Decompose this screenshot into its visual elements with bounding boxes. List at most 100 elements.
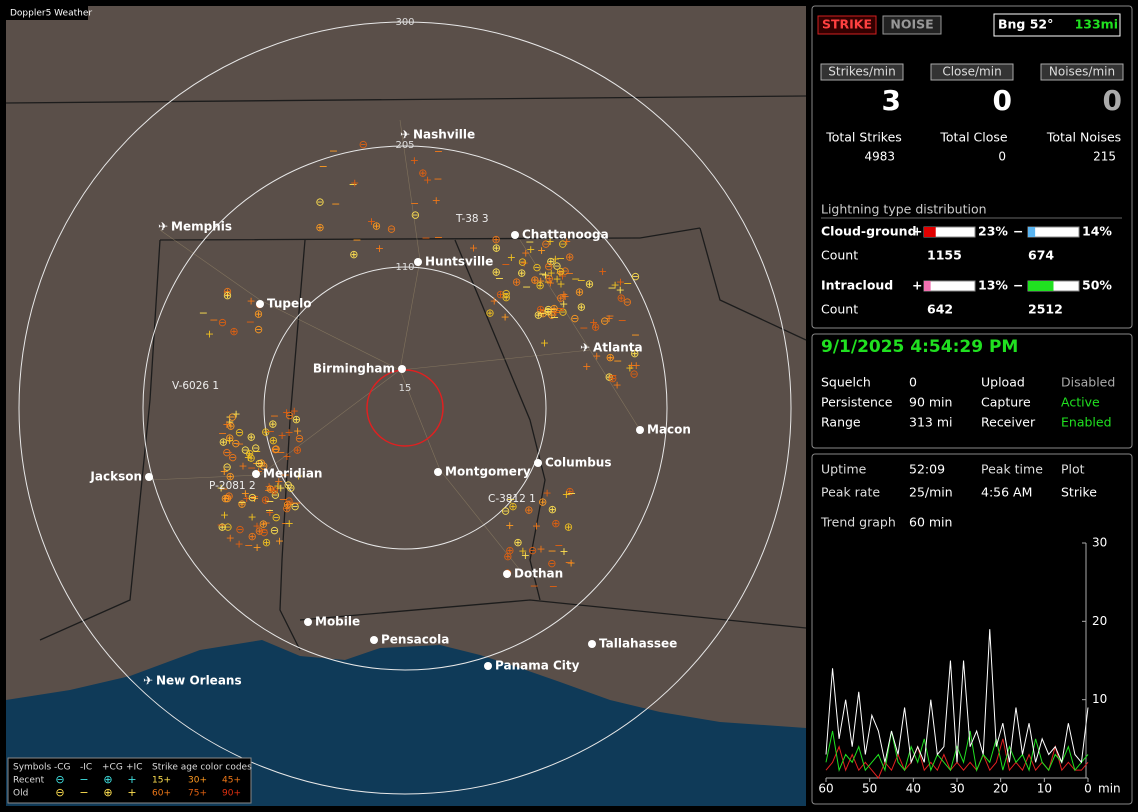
strike-symbol: ⊕ — [502, 291, 511, 304]
strike-symbol: − — [244, 539, 253, 552]
rate-button[interactable] — [820, 63, 904, 81]
station-label: P-2081 2 — [209, 480, 256, 492]
strike-symbol: ⊖ — [623, 295, 632, 308]
strike-symbol: ⊕ — [293, 444, 302, 457]
city-label: Nashville — [413, 128, 475, 142]
strike-symbol: − — [250, 490, 259, 503]
x-unit: min — [1098, 782, 1121, 796]
strike-symbol: + — [222, 418, 231, 431]
strike-symbol: + — [604, 312, 613, 325]
strike-symbol: ⊖ — [272, 511, 281, 524]
strike-symbol: ⊖ — [547, 557, 556, 570]
city-label: Chattanooga — [522, 228, 609, 242]
x-tick-label: 30 — [949, 782, 964, 796]
strike-symbol: − — [262, 517, 271, 530]
strike-symbol: − — [433, 173, 442, 186]
strike-symbol: ⊕ — [223, 285, 232, 298]
noise-button[interactable] — [882, 15, 942, 35]
range-label: 15 — [399, 383, 412, 394]
legend-age: 30+ — [188, 776, 207, 786]
stat-value: 52:09 — [909, 462, 945, 477]
strike-symbol: − — [279, 493, 288, 506]
airport-icon: ✈ — [158, 220, 168, 234]
strike-symbol: + — [469, 241, 478, 254]
rate-button[interactable] — [930, 63, 1014, 81]
strike-symbol: ⊕ — [492, 242, 501, 255]
city-label: Birmingham — [313, 362, 395, 376]
strike-symbol: + — [242, 492, 251, 505]
total-label: Total Close — [939, 130, 1008, 145]
strike-symbol: + — [560, 290, 569, 303]
strike-symbol: ⊕ — [543, 305, 552, 318]
bearing: Bng 52° — [998, 17, 1053, 32]
strike-symbol: ⊖ — [235, 426, 244, 439]
strike-symbol: + — [225, 415, 234, 428]
percent: 13% — [978, 278, 1008, 293]
strike-symbol: + — [293, 424, 302, 437]
strike-symbol: ⊕ — [349, 248, 358, 261]
strike-symbol: − — [247, 461, 256, 474]
y-tick-label: 30 — [1092, 536, 1107, 550]
strike-symbol: + — [627, 359, 636, 372]
strike-symbol: ⊖ — [218, 316, 227, 329]
count: 2512 — [1028, 302, 1063, 317]
legend-type: +IC — [126, 763, 142, 773]
legend-row: Recent — [13, 776, 45, 786]
strike-symbol: + — [506, 493, 515, 506]
strike-symbol: − — [554, 539, 563, 552]
strike-symbol: − — [421, 231, 430, 244]
city-label: Pensacola — [381, 633, 449, 647]
mode-button: STRIKE — [822, 17, 872, 32]
city-dot — [304, 618, 312, 626]
distribution-title: Lightning type distribution — [821, 202, 987, 217]
strike-symbol: ⊖ — [251, 442, 260, 455]
legend-symbol: ⊖ — [55, 773, 64, 786]
legend-label: Strike age color codes — [152, 763, 252, 773]
city-label: Montgomery — [445, 465, 531, 479]
strike-symbol: ⊖ — [295, 432, 304, 445]
strike-symbol: ⊖ — [228, 410, 237, 423]
stat-label: Trend graph — [820, 515, 896, 530]
rate-button[interactable] — [1040, 63, 1124, 81]
strike-symbol: + — [552, 272, 561, 285]
strike-symbol: + — [432, 194, 441, 207]
city-label: Tallahassee — [599, 637, 677, 651]
strike-symbol: + — [253, 541, 262, 554]
strike-symbol: ⊕ — [229, 325, 238, 338]
legend-type: -IC — [80, 763, 92, 773]
strike-symbol: − — [218, 427, 227, 440]
strike-symbol: + — [559, 298, 568, 311]
setting: 0 — [909, 375, 917, 390]
strike-symbol: − — [199, 307, 208, 320]
count: 642 — [927, 302, 953, 317]
station-label: T-38 3 — [455, 213, 489, 225]
strike-symbol: ⊕ — [513, 536, 522, 549]
stat-value: 60 min — [909, 515, 952, 530]
strike-symbol: + — [238, 460, 247, 473]
strike-symbol: ⊕ — [225, 489, 234, 502]
strike-symbol: + — [282, 406, 291, 419]
strike-symbol: − — [252, 457, 261, 470]
strike-button[interactable] — [817, 15, 877, 35]
city-label: Macon — [647, 423, 691, 437]
legend-type: +CG — [102, 763, 123, 773]
strike-symbol: ⊕ — [606, 351, 615, 364]
count: 674 — [1028, 248, 1054, 263]
strike-symbol: ⊖ — [558, 306, 567, 319]
status-panel — [811, 5, 1133, 329]
strike-symbol: + — [276, 481, 285, 494]
strike-symbol: + — [375, 242, 384, 255]
type-name: Cloud-ground — [821, 224, 917, 239]
setting: Disabled — [1061, 375, 1115, 390]
strike-symbol: + — [562, 235, 571, 248]
distance: 133mi — [1075, 17, 1118, 32]
strike-symbol: − — [538, 267, 547, 280]
strike-symbol: ⊖ — [600, 315, 609, 328]
strike-symbol: ⊕ — [505, 544, 514, 557]
airport-icon: ✈ — [580, 341, 590, 355]
strike-symbol: ⊕ — [538, 496, 547, 509]
strike-symbol: ⊕ — [261, 494, 270, 507]
setting: Upload — [981, 375, 1025, 390]
total-value: 4983 — [864, 150, 895, 164]
strike-symbol: ⊕ — [565, 251, 574, 264]
